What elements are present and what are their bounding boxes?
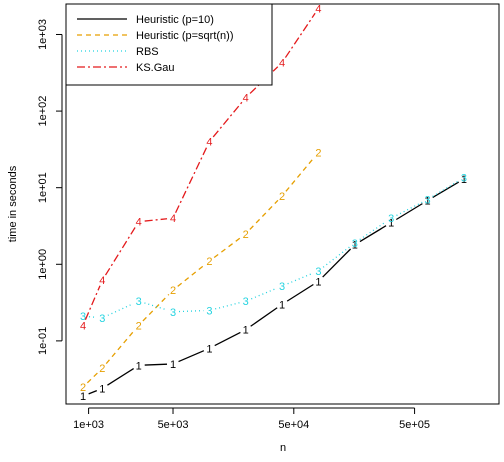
series-line-segment <box>84 285 101 320</box>
series-line-segment <box>104 226 137 276</box>
series-line-segment <box>214 331 241 347</box>
series-1: 1 1 1 1 1 1 1 1 1 1 1 1 <box>80 174 467 403</box>
series-line-segment <box>286 283 314 302</box>
series-line-segment <box>396 201 423 217</box>
data-point: 1 <box>388 218 394 230</box>
data-point: 1 <box>243 325 249 337</box>
data-point: 1 <box>279 299 285 311</box>
legend: Heuristic (p=10) Heuristic (p=sqrt(n)) RBS… <box>65 3 273 86</box>
data-point: 3 <box>388 213 394 225</box>
data-point: 4 <box>279 58 285 70</box>
plot-frame <box>65 3 500 405</box>
series-line-segment <box>284 12 316 58</box>
series-3: 3 3 3 3 3 3 3 3 3 3 3 3 <box>80 173 467 325</box>
series-line-segment <box>212 101 243 138</box>
x-tick-label: 5e+04 <box>278 419 309 431</box>
y-tick-label: 1e+03 <box>37 19 49 50</box>
series-line-segment <box>250 307 278 327</box>
axes: 1e+03 5e+03 5e+04 5e+05 1e-01 1e+00 1e+01 1e+02… <box>37 19 430 431</box>
data-point: 4 <box>80 320 86 332</box>
data-point: 3 <box>243 296 249 308</box>
data-point: 2 <box>206 256 212 268</box>
series-line-segment <box>144 302 168 311</box>
data-point: 2 <box>136 320 142 332</box>
data-point: 1 <box>136 360 142 372</box>
data-point: 3 <box>315 266 321 278</box>
legend-entry: Heuristic (p=sqrt(n)) <box>136 30 234 42</box>
legend-entry: RBS <box>136 46 159 58</box>
series-line-segment <box>322 248 352 278</box>
data-point: 1 <box>99 383 105 395</box>
series-line-segment <box>359 225 387 243</box>
data-point: 1 <box>80 391 86 403</box>
y-tick-label: 1e+01 <box>37 172 49 203</box>
series-line-segment <box>107 367 134 386</box>
series-line-segment <box>86 371 99 384</box>
data-point: 3 <box>206 305 212 317</box>
data-point: 3 <box>461 173 467 185</box>
series-line-segment <box>144 218 168 222</box>
series-line-segment <box>144 363 168 366</box>
series-line-segment <box>432 180 460 198</box>
data-point: 4 <box>243 93 249 105</box>
data-point: 4 <box>206 137 212 149</box>
series-line-segment <box>178 309 204 313</box>
series-line-segment <box>175 146 208 214</box>
data-point: 4 <box>315 3 321 15</box>
data-point: 2 <box>170 285 176 297</box>
legend-box <box>65 3 273 86</box>
data-point: 1 <box>206 343 212 355</box>
series-line-segment <box>215 302 241 310</box>
data-point: 4 <box>170 213 176 225</box>
data-point: 1 <box>170 359 176 371</box>
data-point: 2 <box>243 229 249 241</box>
series-line-segment <box>105 329 136 365</box>
data-point: 2 <box>315 147 321 159</box>
x-axis-label: n <box>280 442 286 454</box>
x-tick-label: 5e+03 <box>158 419 189 431</box>
series-line-segment <box>251 287 277 300</box>
data-point: 3 <box>170 307 176 319</box>
y-tick-label: 1e-01 <box>37 327 49 355</box>
data-point: 1 <box>352 240 358 252</box>
data-point: 3 <box>424 195 430 207</box>
series-line-segment <box>88 316 97 318</box>
data-point: 2 <box>80 382 86 394</box>
series-line-segment <box>142 293 170 322</box>
series-line-segment <box>249 199 279 230</box>
x-tick-label: 5e+05 <box>399 419 430 431</box>
series-2: 2 2 2 2 2 2 2 2 <box>80 147 322 394</box>
data-point: 2 <box>279 191 285 203</box>
data-point: 1 <box>461 174 467 186</box>
series-line-segment <box>359 221 387 241</box>
series-line-segment <box>177 264 206 287</box>
series-line-segment <box>88 390 98 395</box>
series-line-segment <box>213 236 242 259</box>
data-point: 3 <box>279 281 285 293</box>
series-line-segment <box>432 181 460 199</box>
data-point: 3 <box>99 313 105 325</box>
series-line-segment <box>285 156 316 192</box>
series-line-segment <box>178 350 205 363</box>
series-line-segment <box>287 272 314 285</box>
data-point: 4 <box>99 275 105 287</box>
data-point: 3 <box>136 296 142 308</box>
y-axis-label: time in seconds <box>7 165 19 242</box>
series-line-segment <box>395 203 423 221</box>
series-line-segment <box>322 246 351 268</box>
data-point: 2 <box>99 363 105 375</box>
legend-entry: Heuristic (p=10) <box>136 14 214 26</box>
data-point: 3 <box>80 311 86 323</box>
legend-entry: KS.Gau <box>136 62 175 74</box>
data-point: 1 <box>315 276 321 288</box>
x-tick-label: 1e+03 <box>73 419 104 431</box>
data-point: 3 <box>352 238 358 250</box>
y-tick-label: 1e+00 <box>37 249 49 280</box>
series-line-segment <box>107 303 134 316</box>
data-point: 1 <box>424 196 430 208</box>
data-point: 4 <box>136 217 142 229</box>
y-tick-label: 1e+02 <box>37 96 49 127</box>
